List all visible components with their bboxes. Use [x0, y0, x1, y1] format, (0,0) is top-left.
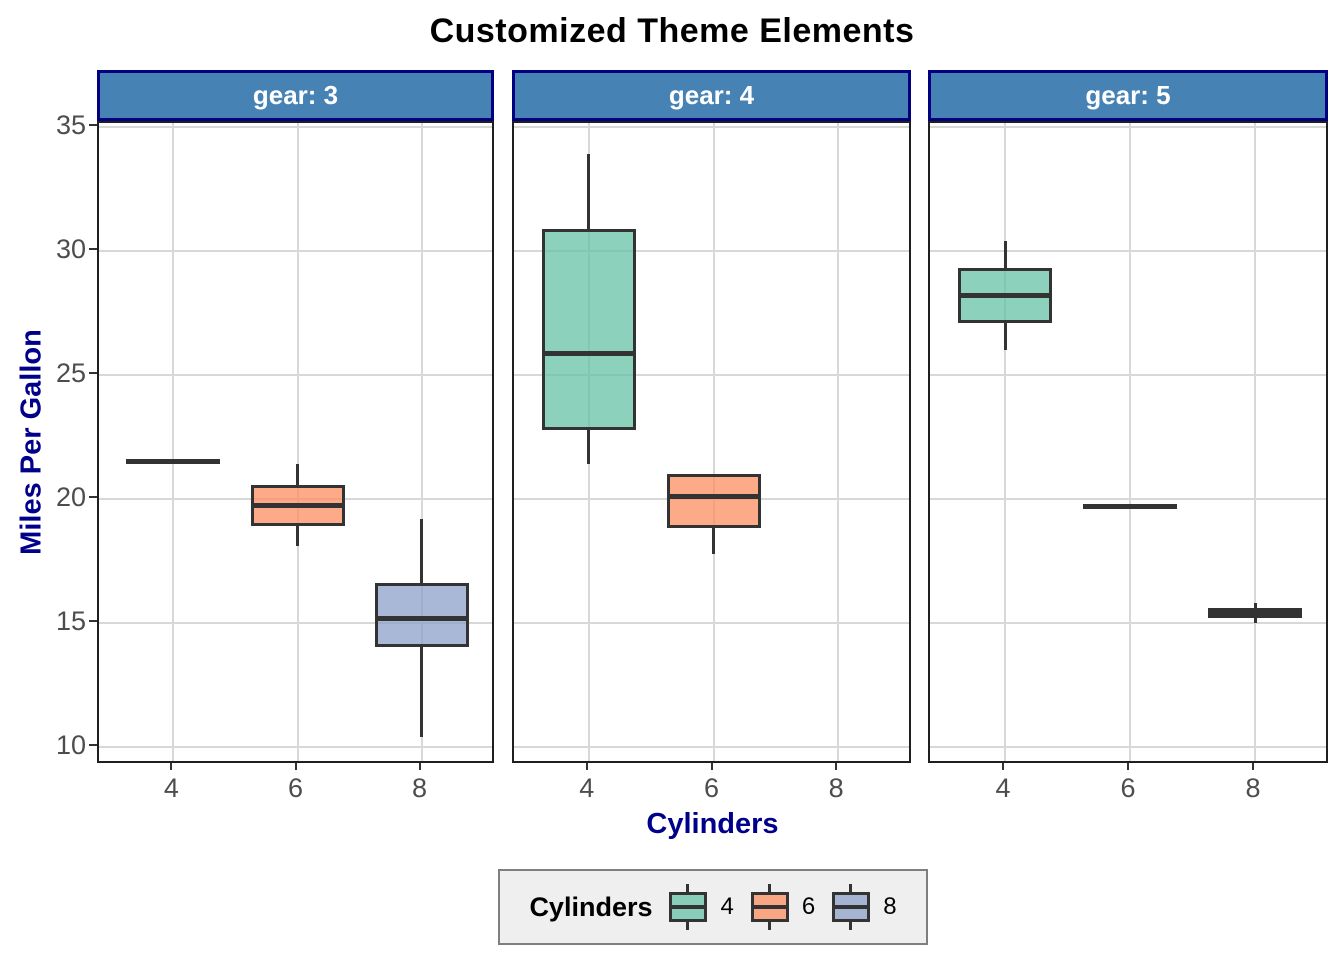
- boxplot-upper-whisker: [296, 464, 299, 485]
- y-axis-tick-label: 30: [55, 234, 86, 264]
- x-axis-tick-label: 8: [412, 773, 428, 803]
- y-axis-tick-mark: [89, 496, 97, 498]
- x-axis-tick-label: 6: [703, 773, 720, 803]
- x-axis-tick-mark: [710, 763, 713, 770]
- y-axis-tick-mark: [89, 372, 97, 374]
- gridline: [420, 123, 423, 761]
- boxplot-lower-whisker: [1003, 322, 1007, 351]
- gridline: [99, 250, 492, 252]
- legend-item-cyl4: 4: [669, 884, 734, 930]
- boxplot-median-line: [1208, 610, 1302, 616]
- facet-strip-label: gear: 5: [1085, 80, 1171, 110]
- y-axis-tick-label: 20: [55, 482, 86, 512]
- gridline: [712, 123, 715, 761]
- boxplot-upper-whisker: [587, 154, 591, 229]
- boxplot-lower-whisker: [712, 527, 715, 554]
- x-axis-tick-label: 6: [1120, 773, 1136, 803]
- facet-strip-gear3: gear: 3: [97, 70, 494, 121]
- legend-item-cyl8: 8: [832, 884, 897, 930]
- gridline: [99, 126, 492, 128]
- boxplot-box: [541, 228, 636, 430]
- x-axis-tick-mark: [1127, 763, 1129, 770]
- x-axis-tick-label: 8: [1245, 773, 1261, 803]
- facet-panel-gear4: [512, 121, 911, 763]
- boxplot-upper-whisker: [420, 518, 424, 583]
- x-axis-title: Cylinders: [646, 808, 779, 840]
- x-axis-tick-label: 6: [287, 773, 304, 803]
- boxplot-median-line: [541, 351, 636, 357]
- x-axis-tick-mark: [294, 763, 297, 770]
- boxplot-lower-whisker: [296, 525, 299, 547]
- gridline: [172, 123, 175, 761]
- legend-item-label: 6: [801, 893, 816, 920]
- gridline: [930, 250, 1326, 252]
- gridline: [514, 126, 909, 128]
- gridline: [930, 746, 1326, 748]
- x-axis-tick-mark: [835, 763, 838, 770]
- gridline: [837, 123, 840, 761]
- y-axis-tick-mark: [89, 620, 97, 622]
- y-axis-tick-mark: [89, 248, 97, 250]
- x-axis-tick-label: 4: [163, 773, 179, 803]
- facet-strip-gear5: gear: 5: [928, 70, 1328, 121]
- y-axis-tick-label: 15: [55, 606, 86, 636]
- legend-item-label: 8: [883, 893, 897, 920]
- gridline: [514, 746, 909, 748]
- gridline: [99, 374, 492, 376]
- y-axis-tick-label: 35: [55, 110, 86, 140]
- x-axis-tick-mark: [585, 763, 588, 770]
- boxplot-box: [374, 582, 469, 647]
- chart-title: Customized Theme Elements: [429, 12, 915, 50]
- facet-panel-gear3: [97, 121, 494, 763]
- x-axis-tick-mark: [170, 763, 173, 770]
- x-axis-tick-label: 8: [828, 773, 844, 803]
- gridline: [296, 123, 299, 761]
- gridline: [1129, 123, 1131, 761]
- legend-item-label: 4: [720, 893, 734, 920]
- gridline: [514, 622, 909, 624]
- x-axis-tick-label: 4: [995, 773, 1011, 803]
- legend: Cylinders 4 6 8: [498, 869, 928, 945]
- gridline: [99, 746, 492, 748]
- gridline: [930, 374, 1326, 376]
- y-axis-tick-label: 10: [55, 730, 86, 760]
- y-axis-tick-mark: [89, 744, 97, 746]
- gridline: [930, 622, 1326, 624]
- gridline: [1004, 123, 1006, 761]
- x-axis-tick-mark: [1252, 763, 1254, 770]
- boxplot-key-icon: [669, 884, 708, 930]
- x-axis-tick-mark: [418, 763, 421, 770]
- boxplot-median-line: [126, 459, 221, 465]
- gridline: [514, 250, 909, 252]
- gridline: [930, 126, 1326, 128]
- boxplot-lower-whisker: [420, 646, 424, 738]
- boxplot-upper-whisker: [1253, 603, 1257, 609]
- gridline: [514, 374, 909, 376]
- y-axis-tick-mark: [89, 124, 97, 126]
- boxplot-key-icon: [750, 884, 789, 930]
- facet-strip-label: gear: 3: [252, 80, 339, 110]
- x-axis-tick-mark: [1002, 763, 1004, 770]
- y-axis-tick-label: 25: [55, 358, 86, 388]
- facet-panel-gear5: [928, 121, 1328, 763]
- legend-item-cyl6: 6: [750, 884, 816, 930]
- boxplot-upper-whisker: [1003, 241, 1007, 269]
- boxplot-median-line: [666, 494, 761, 500]
- facet-strip-gear4: gear: 4: [512, 70, 911, 121]
- boxplot-key-icon: [832, 884, 871, 930]
- boxplot-lower-whisker: [1253, 618, 1257, 623]
- gridline: [99, 622, 492, 624]
- boxplot-median-line: [374, 615, 469, 621]
- facet-strip-label: gear: 4: [668, 80, 755, 110]
- boxplot-box: [666, 474, 761, 528]
- boxplot-lower-whisker: [587, 429, 591, 465]
- gridline: [1254, 123, 1256, 761]
- boxplot-median-line: [958, 293, 1052, 299]
- gridline: [930, 498, 1326, 500]
- x-axis-tick-label: 4: [579, 773, 595, 803]
- legend-title: Cylinders: [529, 891, 653, 922]
- boxplot-median-line: [1083, 503, 1177, 509]
- boxplot-median-line: [250, 502, 345, 508]
